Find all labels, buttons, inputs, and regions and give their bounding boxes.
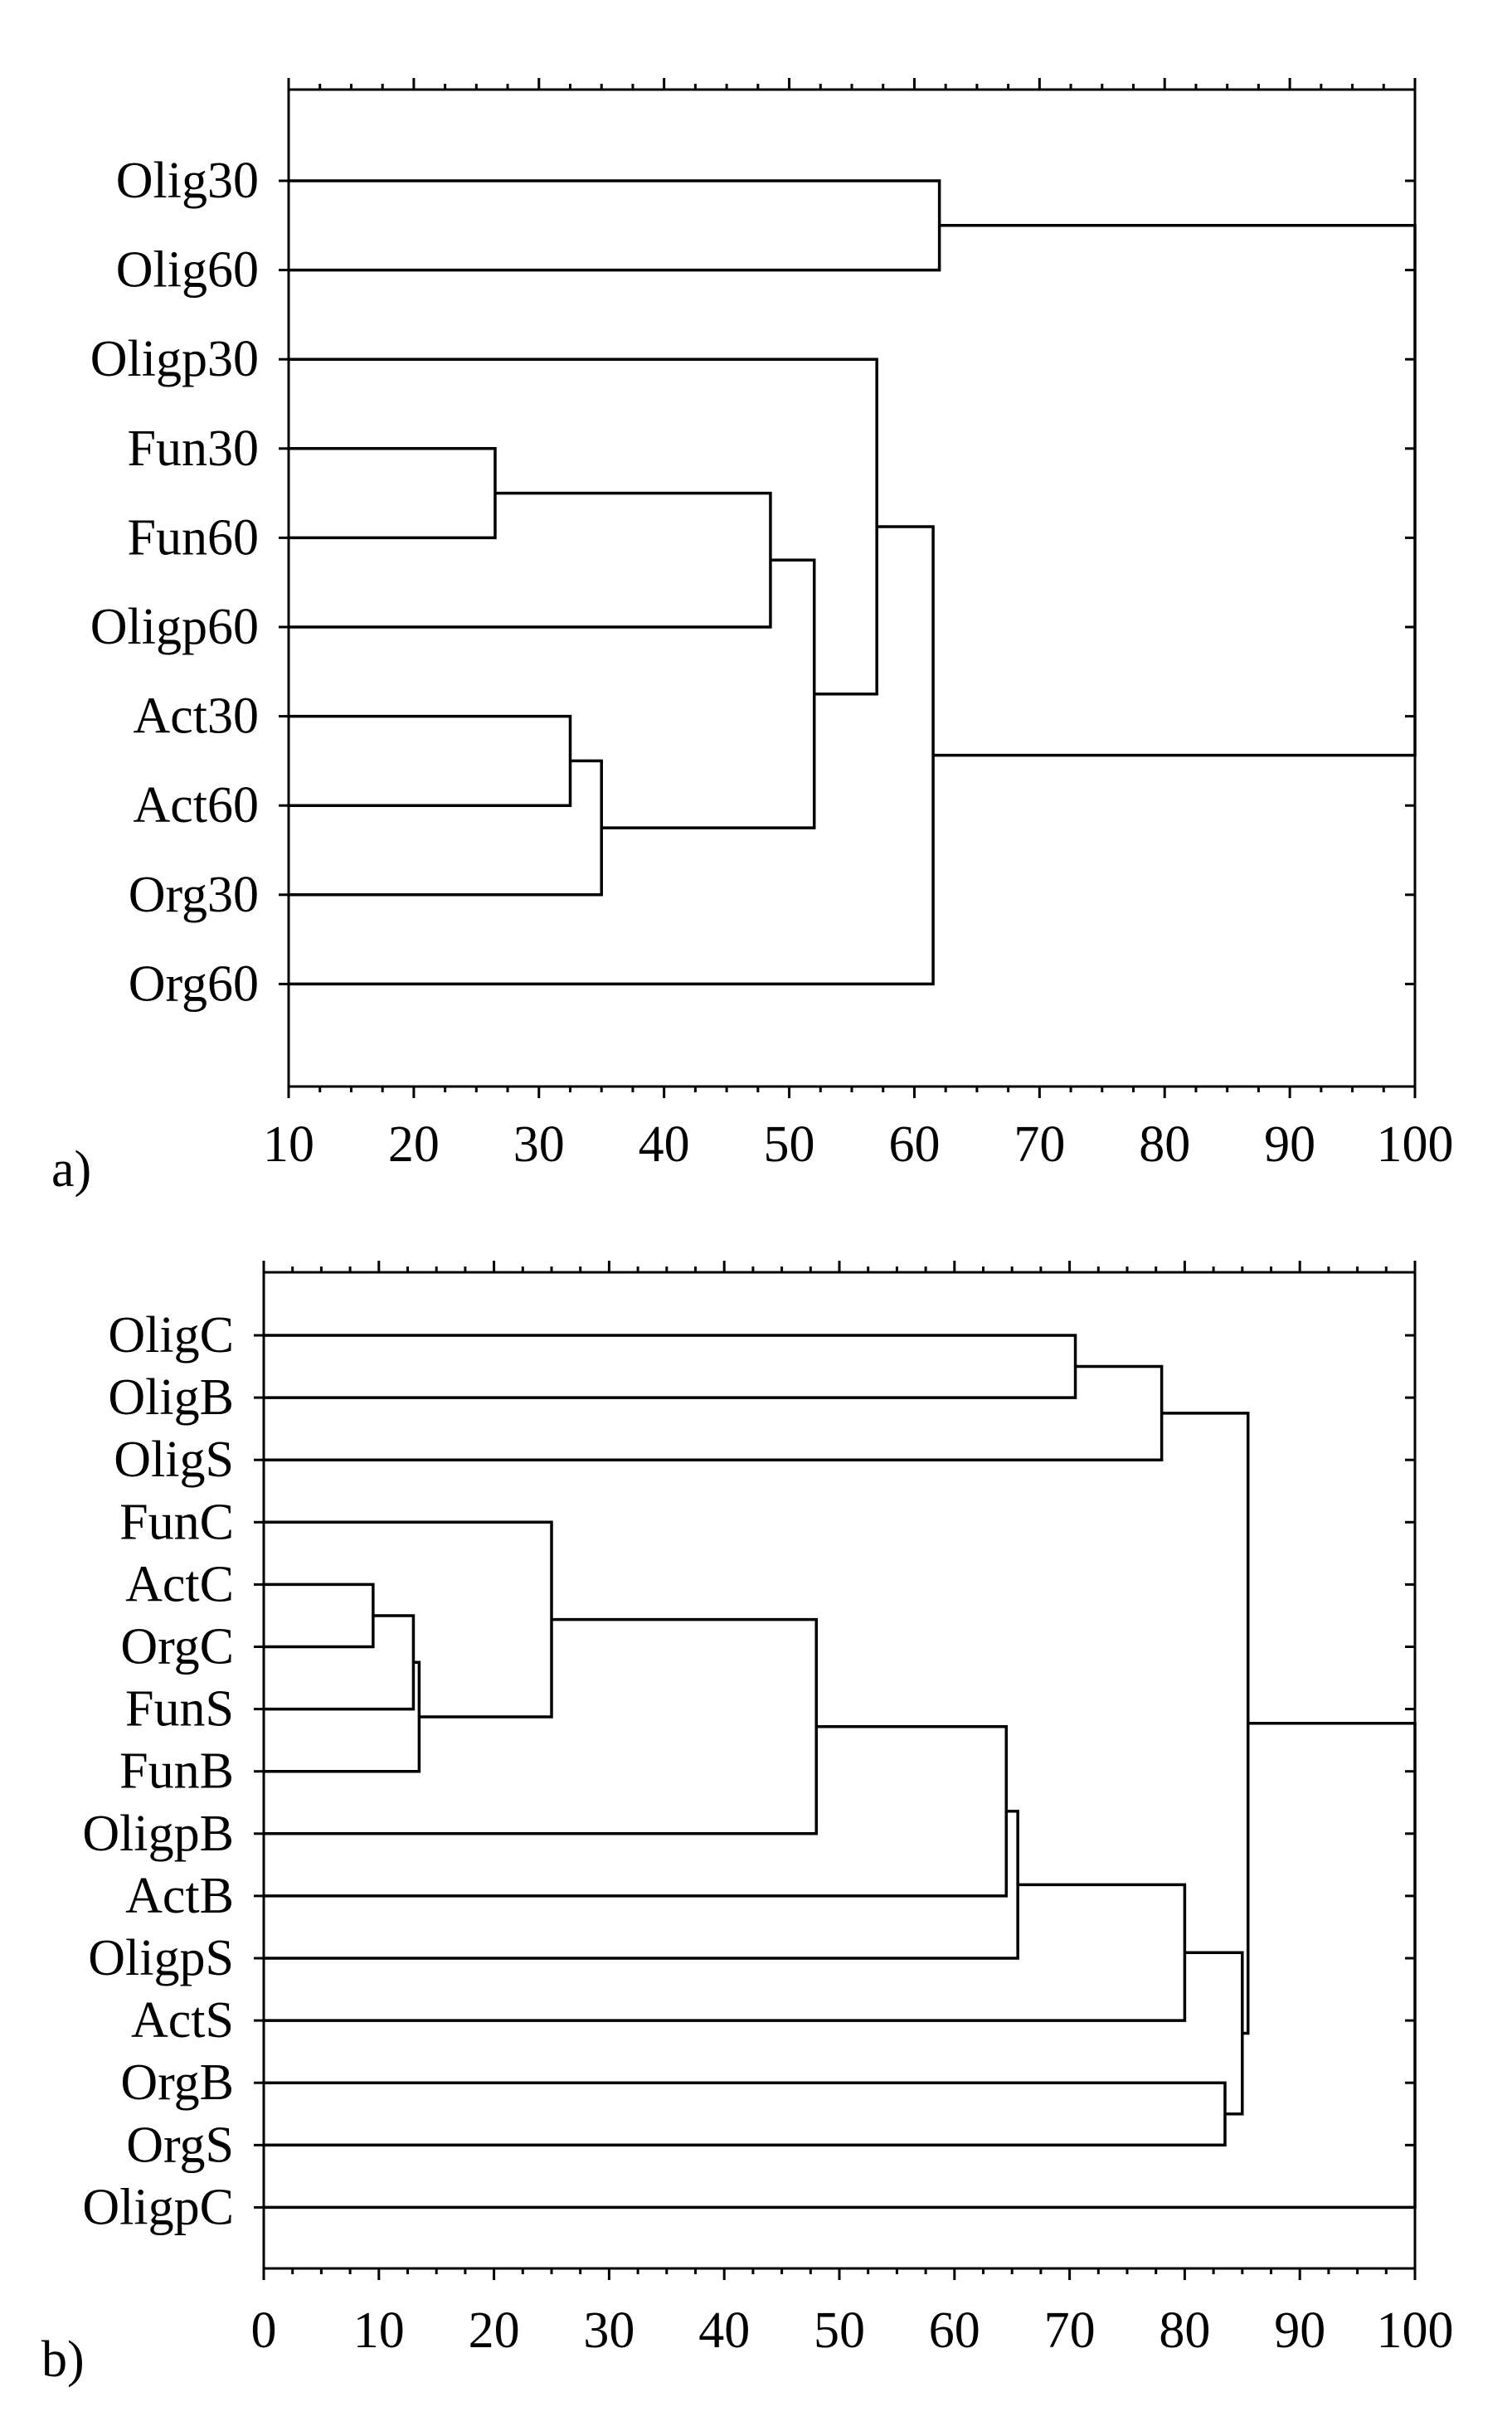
x-tick-label: 30 [583,2302,634,2359]
x-tick-label: 100 [1377,2302,1454,2359]
dendrogram-branch [264,1614,416,1711]
leaf-label-actb: ActB [125,1868,234,1924]
leaf-label-oligps: OligpS [88,1930,234,1986]
dendrogram-branch [264,1724,1009,1898]
dendrogram-branch [289,491,772,629]
leaf-label-func: FunC [119,1494,234,1550]
x-tick-label: 50 [764,1116,815,1173]
plot-frame [262,1271,1417,2270]
dendrogram-branch [289,357,878,696]
panel-label: a) [51,1141,91,1198]
leaf-label-orgb: OrgB [120,2054,234,2111]
x-tick-label: 70 [1014,1116,1065,1173]
dendrogram-branch [1184,1951,1244,2116]
x-tick-label: 90 [1264,1116,1315,1173]
x-tick-label: 60 [888,1116,940,1173]
x-tick-label: 40 [698,2302,750,2359]
dendrogram-branch [264,1660,421,1773]
leaf-label-oligpc: OligpC [82,2179,234,2235]
x-tick-label: 40 [639,1116,690,1173]
dendrogram-branch [289,525,935,986]
x-tick-label: 20 [388,1116,440,1173]
leaf-label-oligp60: Oligp60 [90,599,259,655]
dendrogram-branch [601,558,816,829]
leaf-label-olig30: Olig30 [116,153,259,209]
leaf-label-funs: FunS [125,1681,234,1738]
leaf-label-act60: Act60 [133,777,259,834]
x-tick-label: 70 [1044,2302,1096,2359]
x-tick-label: 20 [469,2302,520,2359]
x-tick-label: 30 [513,1116,565,1173]
dendrogram-branch [289,179,941,272]
leaf-label-org60: Org60 [129,955,259,1012]
dendrogram-branch [289,447,497,540]
x-tick-label: 80 [1159,2302,1210,2359]
leaf-label-orgs: OrgS [126,2117,234,2173]
panel-label: b) [41,2331,85,2388]
leaf-label-oligb: OligB [108,1369,234,1426]
dendrogram-branch [264,2081,1227,2147]
x-tick-label: 90 [1274,2302,1325,2359]
leaf-label-oligpb: OligpB [82,1806,234,1862]
leaf-label-act30: Act30 [133,688,259,745]
leaf-label-oligc: OligC [108,1307,234,1364]
dendrogram-branch [264,1617,818,1835]
leaf-label-oligp30: Oligp30 [90,331,259,387]
x-tick-label: 0 [251,2302,277,2359]
x-tick-label: 50 [814,2302,865,2359]
leaf-label-acts: ActS [131,1992,234,2049]
leaf-label-actc: ActC [125,1556,234,1612]
leaf-label-org30: Org30 [129,867,259,923]
dendrogram-branch [264,1334,1077,1399]
leaf-label-oligs: OligS [114,1432,234,1488]
x-tick-label: 10 [263,1116,314,1173]
plot-frame [287,88,1417,1088]
leaf-label-fun30: Fun30 [128,421,259,477]
leaf-label-olig60: Olig60 [116,242,259,299]
x-tick-label: 60 [929,2302,980,2359]
leaf-label-funb: FunB [119,1743,234,1800]
dendrogram-branch [264,1721,1417,2210]
dendrogram-branch [933,224,1417,757]
dendrogram-branch [264,1883,1187,2022]
x-tick-label: 80 [1139,1116,1190,1173]
leaf-label-fun60: Fun60 [128,509,259,566]
x-tick-label: 100 [1377,1116,1454,1173]
dendrogram-panel-a: 10 20 30 40 50 60 70 80 90 100 Olig30 Olig60 Oligp30… [51,78,1454,1198]
dendrogram-branch [1161,1412,1250,2035]
dendrogram-branch [289,759,603,897]
dendrogram-branch [289,714,572,807]
dendrogram-branch [264,1520,553,1719]
x-tick-label: 10 [353,2302,405,2359]
dendrogram-branch [264,1364,1164,1461]
leaf-label-orgc: OrgC [120,1619,234,1675]
dendrogram-branch [264,1582,375,1649]
